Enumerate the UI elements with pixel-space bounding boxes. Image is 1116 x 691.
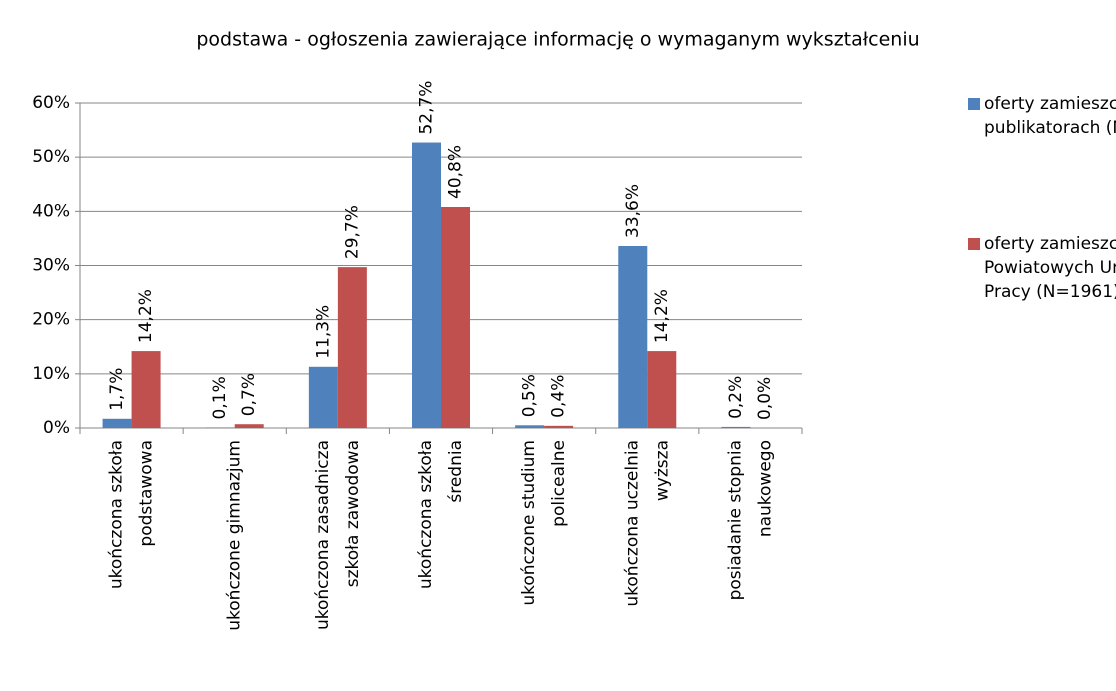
value-label: 52,7% — [417, 81, 437, 135]
y-tick-label: 60% — [32, 93, 70, 113]
x-tick-label: posiadanie stopnia naukowego — [725, 440, 775, 600]
legend-label: oferty zamieszczone wpublikatorach (N=12… — [984, 94, 1116, 138]
x-tick-label: ukończone gimnazjum — [225, 440, 245, 631]
value-label: 1,7% — [107, 368, 127, 411]
value-label: 0,1% — [210, 376, 230, 419]
bar — [721, 426, 751, 428]
bar — [102, 418, 132, 428]
value-label: 29,7% — [342, 205, 362, 259]
x-tick-label: ukończone studium policealne — [519, 440, 569, 606]
bar — [131, 351, 161, 428]
x-tick-label: ukończona szkoła podstawowa — [107, 440, 157, 589]
x-tick-label: ukończona uczelnia wyższa — [622, 440, 672, 607]
value-label: 0,5% — [520, 374, 540, 417]
bar — [205, 427, 235, 428]
legend-swatch — [968, 98, 980, 110]
chart-title: podstawa - ogłoszenia zawierające inform… — [196, 29, 919, 51]
y-tick-label: 10% — [32, 364, 70, 384]
bar — [337, 267, 367, 428]
value-label: 0,2% — [726, 376, 746, 419]
value-label: 11,3% — [313, 305, 333, 359]
bar — [308, 366, 338, 428]
value-label: 14,2% — [652, 289, 672, 343]
legend-swatch — [968, 238, 980, 250]
bar — [618, 246, 648, 428]
value-label: 0,7% — [239, 373, 259, 416]
y-tick-label: 50% — [32, 147, 70, 167]
x-tick-label: ukończona szkoła średnia — [416, 440, 466, 589]
bar — [412, 142, 441, 428]
y-tick-label: 40% — [32, 201, 70, 221]
y-tick-label: 30% — [32, 256, 70, 276]
y-tick-label: 0% — [43, 418, 70, 438]
legend-label: oferty zamieszczone wPowiatowych Urzedac… — [984, 234, 1116, 302]
bar — [647, 351, 677, 428]
value-label: 0,4% — [549, 375, 569, 418]
y-tick-label: 20% — [32, 310, 70, 330]
bar — [544, 425, 574, 428]
value-label: 14,2% — [136, 289, 156, 343]
bar — [515, 425, 545, 428]
value-label: 40,8% — [446, 145, 466, 199]
x-tick-label: ukończona zasadnicza szkoła zawodowa — [313, 440, 363, 630]
bar — [441, 207, 470, 428]
value-label: 0,0% — [755, 377, 775, 420]
bar — [234, 424, 264, 428]
value-label: 33,6% — [623, 184, 643, 238]
